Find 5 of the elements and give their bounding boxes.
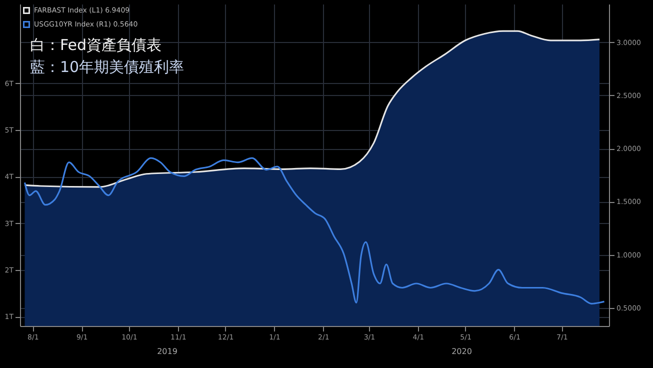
line-series xyxy=(24,157,606,304)
text: 藍：10年期美債殖利率 xyxy=(30,58,184,76)
text: 2019 xyxy=(157,347,178,356)
text: 2020 xyxy=(452,347,472,356)
text: 白：Fed資產負債表 xyxy=(30,36,162,54)
